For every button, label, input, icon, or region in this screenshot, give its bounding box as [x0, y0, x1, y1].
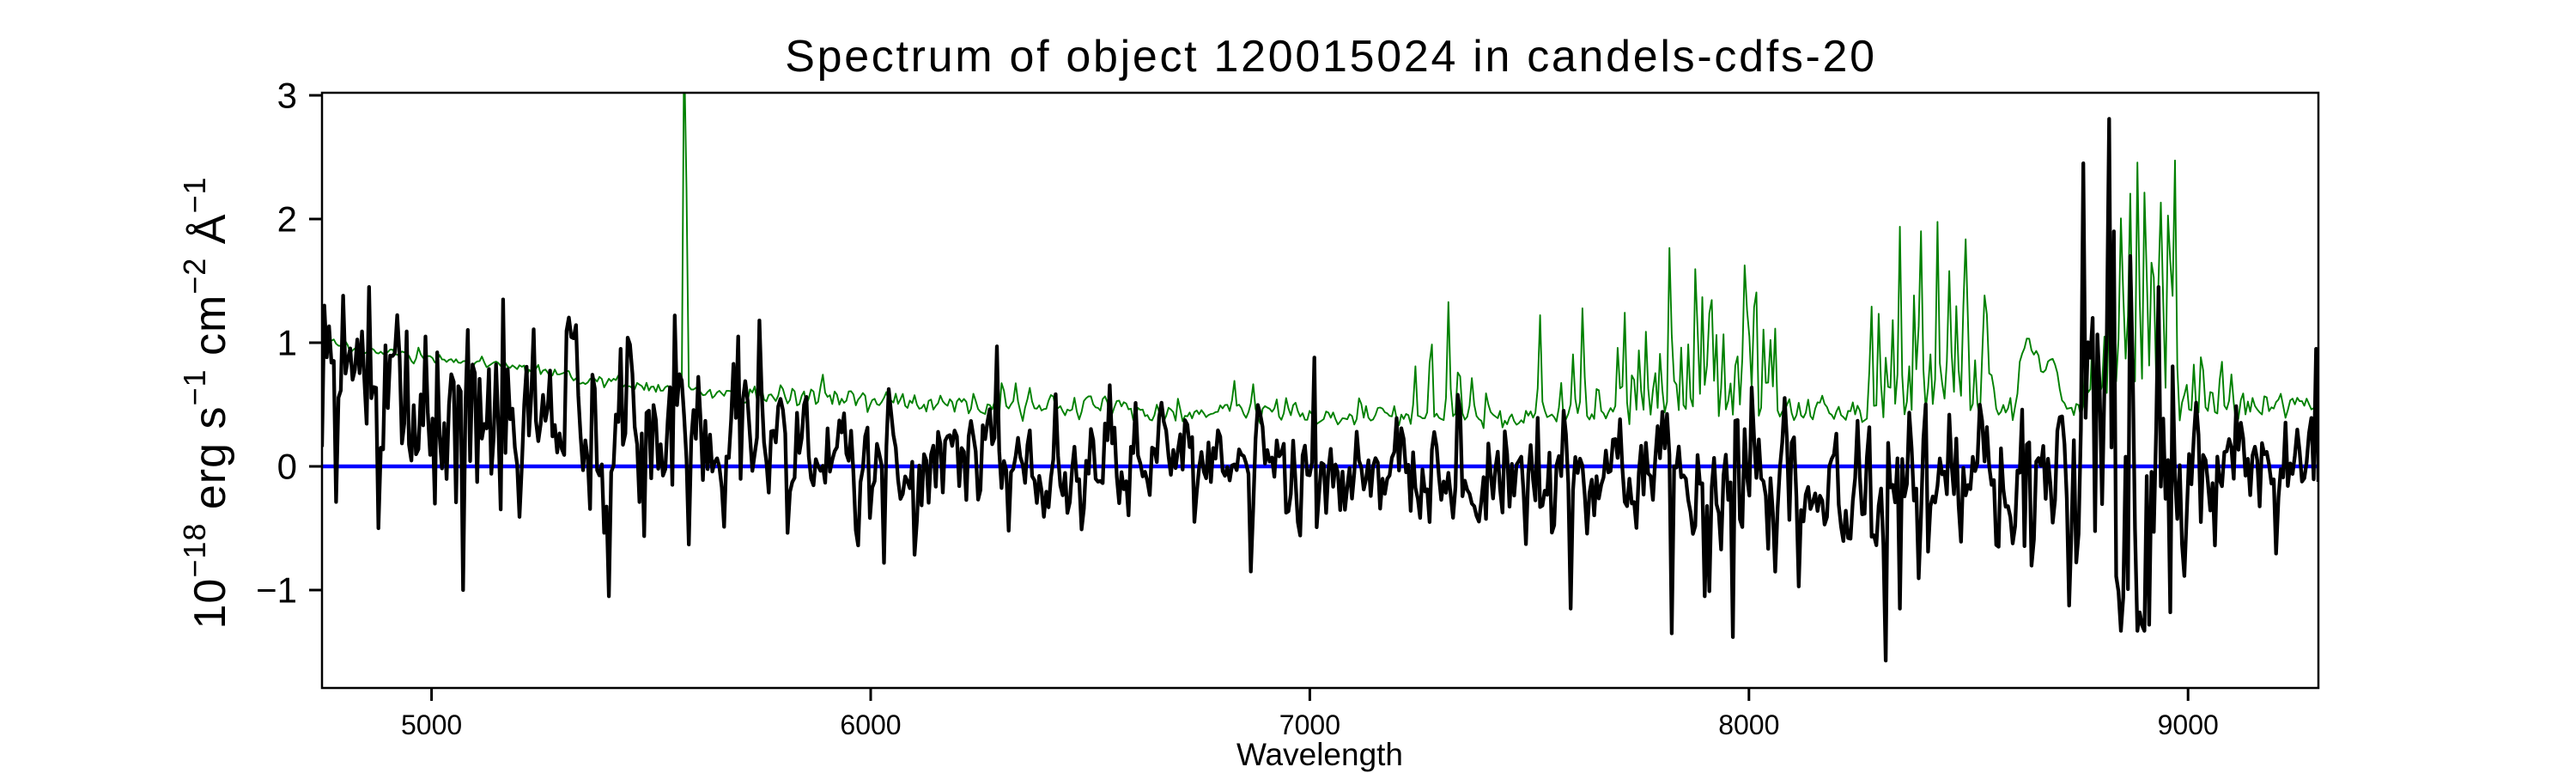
svg-text:5000: 5000: [401, 709, 462, 740]
svg-text:−1: −1: [256, 570, 297, 611]
svg-text:Wavelength: Wavelength: [1236, 737, 1403, 772]
svg-text:9000: 9000: [2158, 709, 2219, 740]
svg-text:0: 0: [277, 447, 297, 487]
svg-text:2: 2: [277, 199, 297, 240]
svg-text:6000: 6000: [840, 709, 901, 740]
svg-text:7000: 7000: [1279, 709, 1340, 740]
svg-text:3: 3: [277, 76, 297, 116]
svg-text:8000: 8000: [1718, 709, 1779, 740]
svg-text:Spectrum of object 120015024 i: Spectrum of object 120015024 in candels-…: [785, 32, 1877, 82]
svg-text:1: 1: [277, 323, 297, 363]
